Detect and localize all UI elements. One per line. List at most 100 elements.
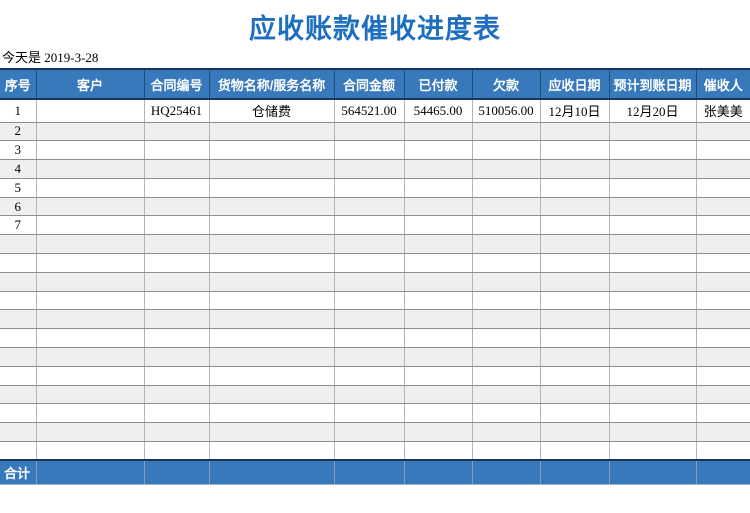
table-cell[interactable] (609, 309, 697, 330)
table-cell[interactable] (696, 347, 750, 367)
table-cell[interactable] (0, 366, 37, 386)
column-header[interactable]: 客户 (36, 68, 145, 100)
table-cell[interactable] (540, 253, 610, 273)
table-cell[interactable] (472, 122, 541, 142)
table-cell[interactable] (404, 403, 473, 424)
table-cell[interactable] (404, 309, 473, 330)
table-cell[interactable]: 3 (0, 140, 37, 161)
table-cell[interactable] (609, 422, 697, 443)
table-cell[interactable] (404, 366, 473, 386)
table-cell[interactable] (36, 385, 145, 405)
footer-cell[interactable] (540, 459, 610, 485)
table-cell[interactable]: 1 (0, 99, 37, 123)
table-cell[interactable] (609, 328, 697, 349)
table-cell[interactable] (0, 272, 37, 292)
table-cell[interactable] (144, 403, 210, 424)
table-cell[interactable] (540, 178, 610, 198)
table-cell[interactable] (334, 215, 405, 236)
table-cell[interactable] (0, 309, 37, 330)
table-cell[interactable] (472, 309, 541, 330)
table-cell[interactable] (36, 291, 145, 311)
table-cell[interactable] (609, 234, 697, 255)
table-cell[interactable] (144, 291, 210, 311)
table-cell[interactable] (144, 422, 210, 443)
table-cell[interactable] (540, 422, 610, 443)
table-cell[interactable] (36, 234, 145, 255)
table-cell[interactable] (696, 178, 750, 198)
table-cell[interactable] (540, 140, 610, 161)
table-cell[interactable] (696, 272, 750, 292)
table-cell[interactable] (144, 347, 210, 367)
table-cell[interactable] (696, 215, 750, 236)
table-cell[interactable] (540, 122, 610, 142)
footer-cell[interactable] (696, 459, 750, 485)
table-cell[interactable] (696, 197, 750, 217)
table-cell[interactable] (609, 441, 697, 461)
table-cell[interactable] (36, 272, 145, 292)
table-cell[interactable] (472, 347, 541, 367)
table-cell[interactable] (36, 403, 145, 424)
table-cell[interactable] (209, 272, 335, 292)
table-cell[interactable] (404, 272, 473, 292)
table-cell[interactable] (144, 253, 210, 273)
table-cell[interactable] (334, 159, 405, 179)
table-cell[interactable] (609, 215, 697, 236)
table-cell[interactable] (334, 178, 405, 198)
table-cell[interactable] (209, 309, 335, 330)
table-cell[interactable] (404, 197, 473, 217)
table-cell[interactable] (472, 178, 541, 198)
table-cell[interactable] (334, 140, 405, 161)
table-cell[interactable] (334, 253, 405, 273)
table-cell[interactable] (404, 159, 473, 179)
footer-cell[interactable] (609, 459, 697, 485)
table-cell[interactable] (404, 234, 473, 255)
table-cell[interactable] (609, 291, 697, 311)
table-cell[interactable] (609, 197, 697, 217)
table-cell[interactable] (334, 272, 405, 292)
table-cell[interactable] (0, 291, 37, 311)
table-cell[interactable] (472, 291, 541, 311)
table-cell[interactable] (0, 422, 37, 443)
table-cell[interactable] (472, 253, 541, 273)
table-cell[interactable] (540, 441, 610, 461)
table-cell[interactable] (144, 385, 210, 405)
table-cell[interactable]: 12月10日 (540, 99, 610, 123)
table-cell[interactable] (36, 122, 145, 142)
table-cell[interactable] (36, 422, 145, 443)
footer-cell[interactable] (209, 459, 335, 485)
table-cell[interactable]: 4 (0, 159, 37, 179)
table-cell[interactable] (334, 197, 405, 217)
table-cell[interactable] (404, 291, 473, 311)
table-cell[interactable] (472, 328, 541, 349)
table-cell[interactable] (0, 234, 37, 255)
table-cell[interactable]: 12月20日 (609, 99, 697, 123)
table-cell[interactable] (404, 178, 473, 198)
table-cell[interactable] (209, 140, 335, 161)
table-cell[interactable] (144, 178, 210, 198)
table-cell[interactable] (209, 197, 335, 217)
table-cell[interactable] (36, 159, 145, 179)
table-cell[interactable] (609, 253, 697, 273)
table-cell[interactable]: HQ25461 (144, 99, 210, 123)
table-cell[interactable]: 6 (0, 197, 37, 217)
table-cell[interactable] (540, 309, 610, 330)
table-cell[interactable] (696, 366, 750, 386)
table-cell[interactable] (0, 328, 37, 349)
table-cell[interactable] (334, 122, 405, 142)
table-cell[interactable] (36, 215, 145, 236)
column-header[interactable]: 应收日期 (540, 68, 610, 100)
table-cell[interactable] (404, 441, 473, 461)
table-cell[interactable] (36, 309, 145, 330)
table-cell[interactable] (609, 347, 697, 367)
table-cell[interactable] (609, 385, 697, 405)
table-cell[interactable] (334, 366, 405, 386)
table-cell[interactable] (144, 159, 210, 179)
table-cell[interactable] (472, 140, 541, 161)
table-cell[interactable] (696, 441, 750, 461)
table-cell[interactable] (334, 403, 405, 424)
table-cell[interactable] (609, 140, 697, 161)
table-cell[interactable] (696, 385, 750, 405)
table-cell[interactable] (696, 291, 750, 311)
table-cell[interactable] (540, 291, 610, 311)
table-cell[interactable] (36, 197, 145, 217)
